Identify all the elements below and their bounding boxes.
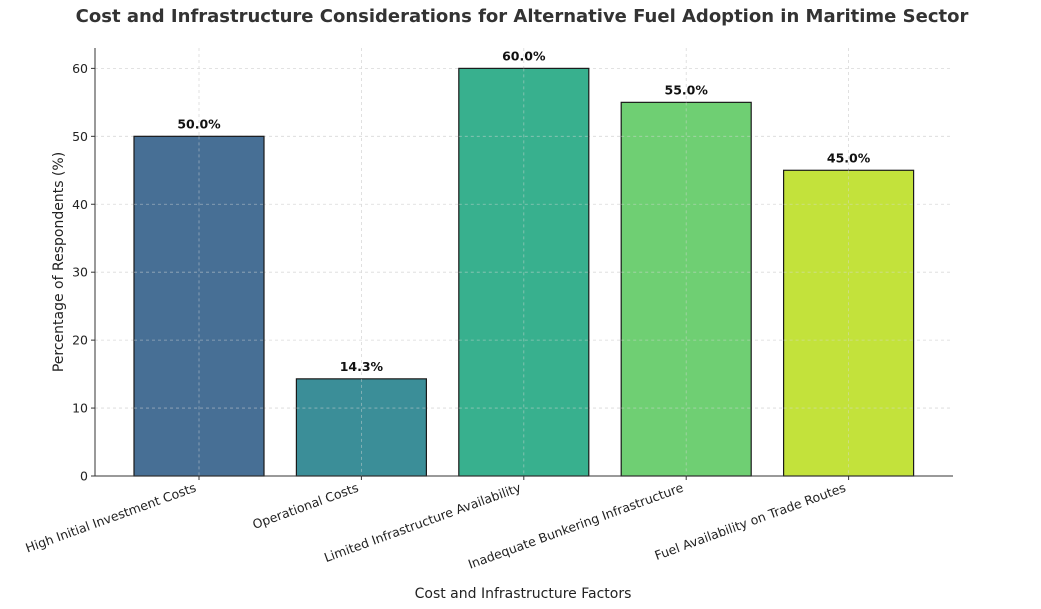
y-tick-label: 20: [72, 333, 88, 348]
y-tick-label: 40: [72, 197, 88, 212]
data-label: 45.0%: [827, 150, 871, 165]
y-tick-label: 30: [72, 265, 88, 280]
bars-layer: [133, 67, 915, 477]
data-label: 50.0%: [177, 116, 221, 131]
y-tick-label: 0: [80, 469, 88, 484]
data-label: 60.0%: [502, 48, 546, 63]
x-tick-label: High Initial Investment Costs: [23, 480, 198, 556]
y-tick-label: 10: [72, 401, 88, 416]
y-tick-label: 60: [72, 61, 88, 76]
chart-title: Cost and Infrastructure Considerations f…: [76, 6, 969, 27]
y-axis-label: Percentage of Respondents (%): [51, 152, 67, 372]
data-label: 14.3%: [340, 359, 384, 374]
x-tick-label: Operational Costs: [250, 480, 360, 532]
data-label: 55.0%: [665, 82, 709, 97]
y-tick-label: 50: [72, 129, 88, 144]
axes-layer: [91, 48, 953, 480]
x-axis-label: Cost and Infrastructure Factors: [415, 586, 632, 602]
